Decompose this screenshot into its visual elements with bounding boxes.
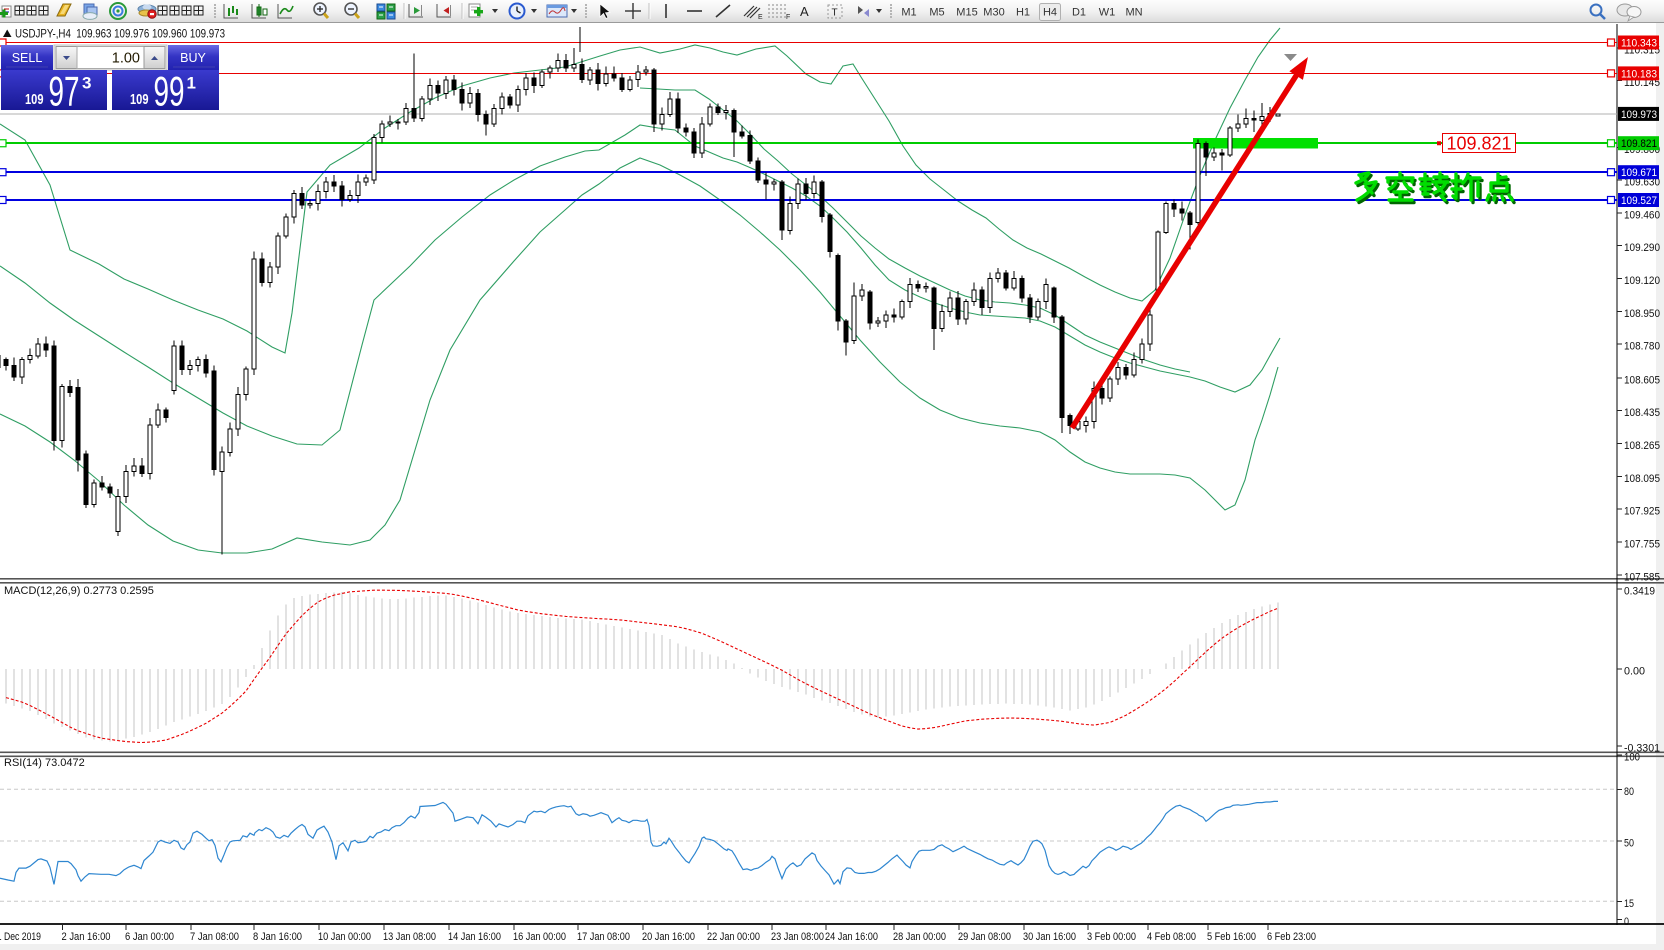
svg-text:H4: H4 [1043, 7, 1057, 19]
svg-text:110.183: 110.183 [1621, 68, 1657, 80]
svg-text:108.095: 108.095 [1624, 473, 1660, 485]
svg-text:109: 109 [25, 91, 44, 108]
svg-text:109.821: 109.821 [1446, 134, 1511, 154]
svg-text:1.00: 1.00 [112, 51, 140, 67]
svg-text:109.460: 109.460 [1624, 209, 1660, 221]
svg-text:-0.3301: -0.3301 [1624, 743, 1660, 755]
svg-text:109.671: 109.671 [1621, 167, 1657, 179]
svg-text:16 Jan 00:00: 16 Jan 00:00 [513, 931, 566, 943]
svg-text:109.630: 109.630 [1624, 177, 1660, 189]
svg-text:MN: MN [1125, 7, 1142, 19]
svg-text:109.821: 109.821 [1621, 138, 1657, 150]
svg-text:15: 15 [1624, 898, 1634, 910]
svg-text:5 Feb 16:00: 5 Feb 16:00 [1207, 931, 1256, 943]
svg-text:USDJPY-,H4 109.963 109.976 10: USDJPY-,H4 109.963 109.976 109.960 109.9… [15, 27, 225, 41]
svg-text:10 Jan 00:00: 10 Jan 00:00 [318, 931, 371, 943]
svg-text:2 Jan 16:00: 2 Jan 16:00 [62, 931, 111, 943]
svg-text:M1: M1 [901, 7, 916, 19]
svg-text:108.950: 108.950 [1624, 308, 1660, 320]
svg-text:50: 50 [1624, 838, 1634, 850]
svg-text:108.605: 108.605 [1624, 374, 1660, 386]
svg-text:107.925: 107.925 [1624, 506, 1660, 518]
svg-text:0: 0 [1624, 916, 1629, 928]
svg-text:24 Jan 16:00: 24 Jan 16:00 [825, 931, 878, 943]
svg-text:W1: W1 [1099, 7, 1116, 19]
svg-text:F: F [786, 14, 790, 21]
svg-text:BUY: BUY [180, 51, 206, 65]
svg-text:23 Jan 08:00: 23 Jan 08:00 [771, 931, 824, 943]
svg-text:6 Feb 23:00: 6 Feb 23:00 [1267, 931, 1316, 943]
svg-text:107.755: 107.755 [1624, 539, 1660, 551]
svg-text:E: E [758, 14, 763, 21]
svg-text:109.290: 109.290 [1624, 242, 1660, 254]
svg-text:107.585: 107.585 [1624, 571, 1660, 583]
svg-text:109.527: 109.527 [1621, 195, 1657, 207]
svg-text:108.780: 108.780 [1624, 341, 1660, 353]
svg-text:3: 3 [82, 74, 91, 93]
svg-text:6 Jan 00:00: 6 Jan 00:00 [125, 931, 174, 943]
svg-text:100: 100 [1624, 751, 1640, 763]
svg-text:99: 99 [154, 68, 185, 115]
svg-text:3 Feb 00:00: 3 Feb 00:00 [1087, 931, 1136, 943]
svg-text:29 Jan 08:00: 29 Jan 08:00 [958, 931, 1011, 943]
svg-text:M30: M30 [983, 7, 1004, 19]
svg-text:D1: D1 [1072, 7, 1086, 19]
svg-text:108.265: 108.265 [1624, 440, 1660, 452]
svg-text:0.00: 0.00 [1624, 666, 1645, 678]
svg-text:110.343: 110.343 [1621, 38, 1657, 50]
svg-text:109: 109 [130, 91, 149, 108]
svg-text:109.120: 109.120 [1624, 275, 1660, 287]
svg-text:108.435: 108.435 [1624, 407, 1660, 419]
svg-text:7 Jan 08:00: 7 Jan 08:00 [190, 931, 239, 943]
svg-text:A: A [800, 4, 809, 19]
svg-text:109.973: 109.973 [1621, 109, 1657, 121]
svg-text:SELL: SELL [12, 51, 43, 65]
svg-text:97: 97 [49, 68, 80, 115]
svg-text:13 Jan 08:00: 13 Jan 08:00 [383, 931, 436, 943]
svg-text:28 Jan 00:00: 28 Jan 00:00 [893, 931, 946, 943]
svg-text:H1: H1 [1016, 7, 1030, 19]
svg-text:MACD(12,26,9) 0.2773 0.2595: MACD(12,26,9) 0.2773 0.2595 [4, 585, 154, 597]
svg-text:30 Jan 16:00: 30 Jan 16:00 [1023, 931, 1076, 943]
svg-text:14 Jan 16:00: 14 Jan 16:00 [448, 931, 501, 943]
svg-text:80: 80 [1624, 786, 1634, 798]
svg-text:1: 1 [187, 74, 196, 93]
svg-text:RSI(14) 73.0472: RSI(14) 73.0472 [4, 757, 85, 769]
svg-text:0.3419: 0.3419 [1624, 586, 1655, 598]
svg-text:8 Jan 16:00: 8 Jan 16:00 [253, 931, 302, 943]
svg-text:T: T [832, 8, 838, 19]
svg-text:17 Jan 08:00: 17 Jan 08:00 [577, 931, 630, 943]
svg-text:31 Dec 2019: 31 Dec 2019 [0, 931, 41, 943]
svg-text:22 Jan 00:00: 22 Jan 00:00 [707, 931, 760, 943]
svg-text:20 Jan 16:00: 20 Jan 16:00 [642, 931, 695, 943]
svg-text:M5: M5 [929, 7, 944, 19]
svg-text:4 Feb 08:00: 4 Feb 08:00 [1147, 931, 1196, 943]
svg-text:M15: M15 [956, 7, 977, 19]
